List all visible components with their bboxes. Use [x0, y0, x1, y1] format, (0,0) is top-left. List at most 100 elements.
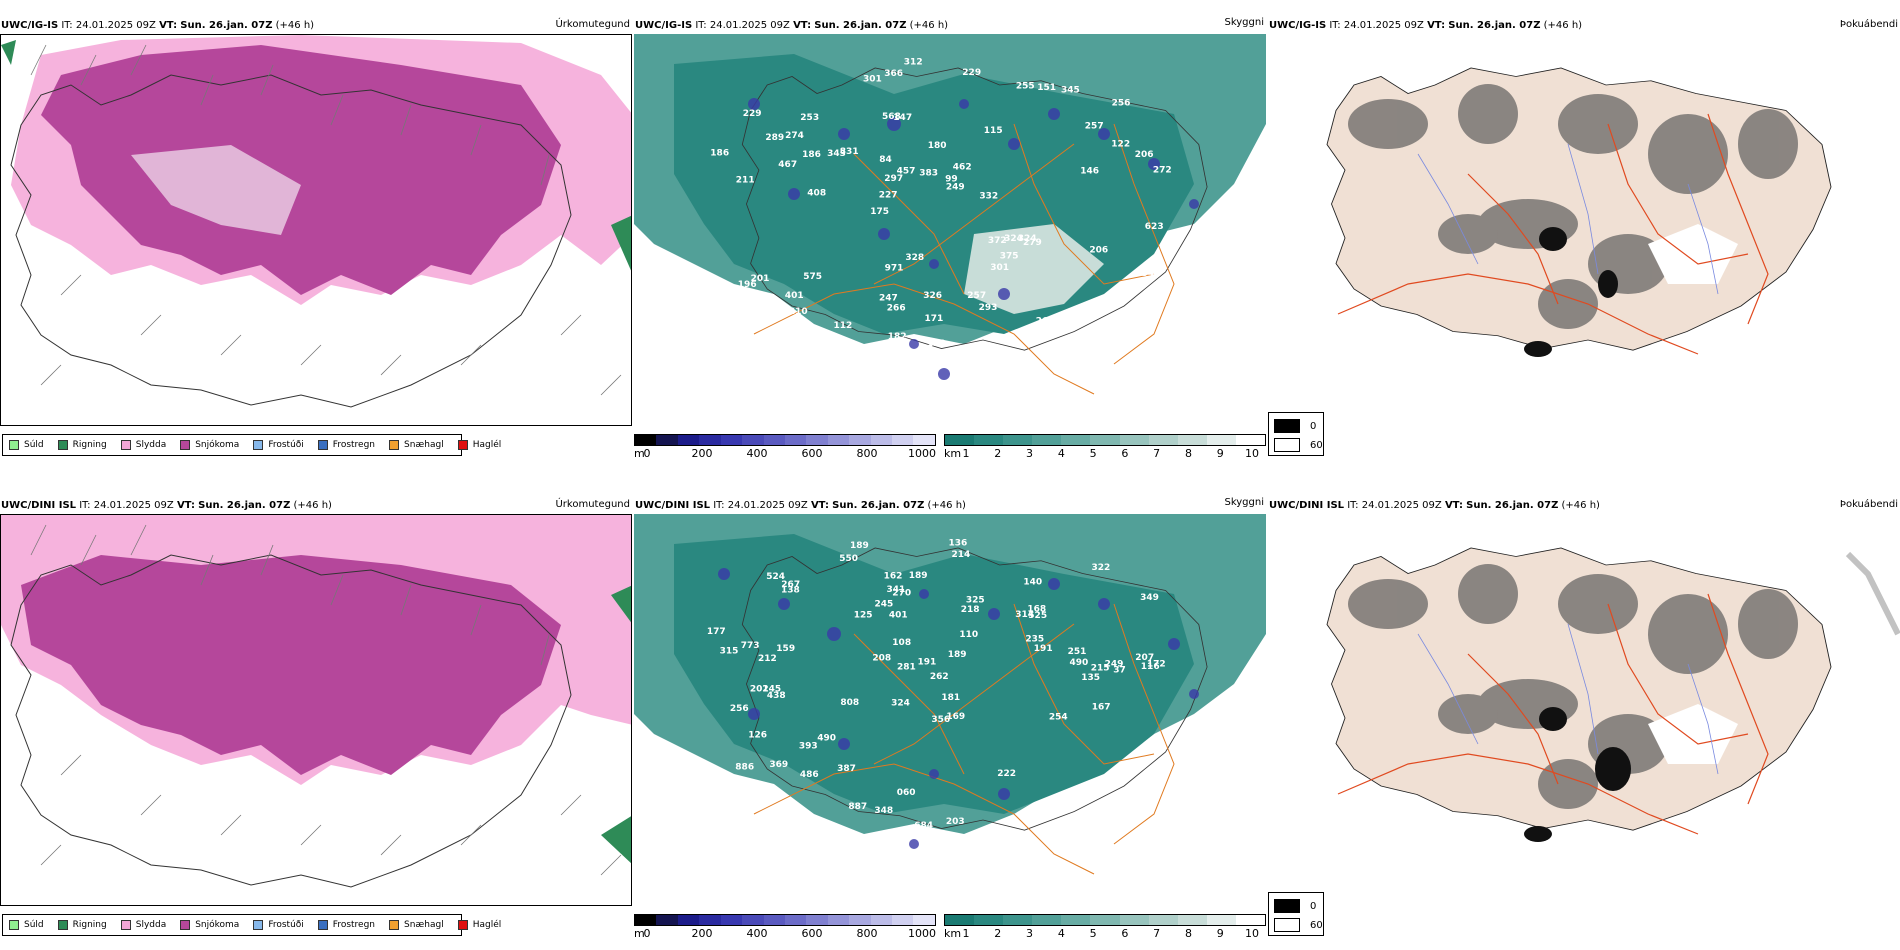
colorbar-tick-label: 2 — [994, 927, 1002, 940]
ceiling-value-label: 256 — [730, 704, 749, 714]
ceiling-value-label: 249 — [1105, 660, 1124, 670]
ceiling-value-label: 251 — [1068, 647, 1087, 657]
colorbar-tick-label: 0 — [643, 447, 651, 460]
ceiling-value-label: 279 — [1023, 238, 1042, 248]
map-fog-index — [1268, 34, 1900, 426]
colorbar-segment — [945, 435, 975, 445]
ceiling-value-label: 401 — [889, 610, 908, 620]
legend-item: Frostregn — [317, 920, 375, 930]
ceiling-value-label: 262 — [930, 672, 949, 682]
panel-title: UWC/DINI ISL IT: 24.01.2025 09Z VT: Sun.… — [1269, 500, 1600, 511]
ceiling-value-label: 171 — [925, 314, 944, 324]
fog-legend-item: 0 — [1274, 419, 1316, 433]
colorbar-tick-label: 1 — [962, 447, 970, 460]
colorbar-segment — [1235, 915, 1266, 925]
ceiling-value-label: 167 — [1092, 703, 1111, 713]
legend-item: Frostúði — [253, 920, 304, 930]
legend-item: Rigning — [57, 440, 107, 450]
colorbar-segment — [1148, 435, 1178, 445]
ceiling-value-label: 110 — [959, 630, 978, 640]
legend-swatch — [1274, 899, 1300, 913]
ceiling-value-label: 191 — [918, 658, 937, 668]
legend-swatch — [9, 920, 19, 930]
ceiling-value-label: 270 — [892, 588, 911, 598]
legend-item: Haglél — [457, 920, 501, 930]
ceiling-value-label: 211 — [736, 175, 755, 185]
colorbar-tick-label: 1000 — [908, 927, 936, 940]
colorbar-segment — [656, 435, 678, 445]
legend-item: Snæhagl — [389, 920, 444, 930]
ceiling-colorbar-labels: m 0 200 400 600 800 1000 — [634, 927, 936, 940]
colorbar-tick-label: 5 — [1089, 447, 1097, 460]
colorbar-tick-label: 7 — [1153, 927, 1161, 940]
legend-item: Frostregn — [317, 440, 375, 450]
ceiling-value-label: 37 — [1113, 665, 1126, 675]
ceiling-value-label: 108 — [892, 638, 911, 648]
colorbar-segment — [806, 435, 828, 445]
colorbar-tick-label: 8 — [1184, 927, 1192, 940]
colorbar-segment — [870, 915, 893, 925]
ceiling-value-label: 189 — [948, 650, 967, 660]
panel-title: UWC/IG-IS IT: 24.01.2025 09Z VT: Sun. 26… — [1269, 20, 1583, 31]
ceiling-value-label: 159 — [776, 644, 795, 654]
colorbar-segment — [720, 915, 743, 925]
legend-swatch — [389, 920, 400, 930]
map-precip-type — [0, 34, 632, 426]
colorbar-tick-label: 3 — [1026, 447, 1034, 460]
colorbar-tick-label: 200 — [691, 927, 713, 940]
colorbar-segment — [974, 435, 1004, 445]
colorbar-segment — [1119, 915, 1149, 925]
ceiling-value-label: 393 — [799, 742, 818, 752]
visibility-colorbar — [944, 434, 1266, 446]
ceiling-value-label: 524 — [766, 572, 785, 582]
colorbar-segment — [1119, 435, 1149, 445]
ceiling-value-label: 266 — [887, 304, 906, 314]
ceiling-value-label: 369 — [769, 760, 788, 770]
colorbar-tick-label: 800 — [856, 927, 878, 940]
ceiling-value-label: 383 — [919, 169, 938, 179]
ceiling-value-label: 256 — [1112, 99, 1131, 109]
ceiling-value-label: 281 — [897, 663, 916, 673]
colorbar-tick-label: 5 — [1089, 927, 1097, 940]
ceiling-value-label: 136 — [949, 539, 968, 549]
ceiling-value-label: 260 — [1036, 316, 1055, 326]
ceiling-value-label: 490 — [817, 734, 836, 744]
ceiling-value-label: 267 — [781, 580, 800, 590]
panel-title: UWC/DINI ISL IT: 24.01.2025 09Z VT: Sun.… — [1, 500, 332, 511]
ceiling-value-label: 182 — [888, 332, 907, 342]
legend-item: Slydda — [120, 920, 166, 930]
ceiling-value-label: 140 — [1023, 578, 1042, 588]
colorbar-tick-label: 200 — [691, 447, 713, 460]
colorbar-unit: m — [634, 927, 645, 940]
ceiling-value-label: 289 — [765, 133, 784, 143]
legend-swatch — [120, 920, 131, 930]
colorbar-tick-label: 10 — [1245, 927, 1259, 940]
colorbar-segment — [1090, 435, 1120, 445]
colorbar-segment — [827, 915, 850, 925]
ceiling-value-label: 201 — [751, 274, 770, 284]
ceiling-value-label: 322 — [1092, 563, 1111, 573]
colorbar-tick-label: 4 — [1057, 927, 1065, 940]
legend-swatch — [317, 440, 328, 450]
ceiling-value-label: 257 — [967, 291, 986, 301]
ceiling-value-label: 189 — [909, 571, 928, 581]
colorbar-segment — [945, 915, 975, 925]
ceiling-value-label: 222 — [997, 769, 1016, 779]
map-precip-type — [0, 514, 632, 906]
colorbar-tick-label: 600 — [801, 927, 823, 940]
ceiling-value-label: 255 — [1016, 82, 1035, 92]
legend-swatch — [1274, 438, 1300, 452]
colorbar-segment — [849, 915, 871, 925]
ceiling-value-label: 253 — [800, 113, 819, 123]
colorbar-unit: km — [944, 927, 962, 940]
colorbar-segment — [784, 435, 807, 445]
colorbar-tick-label: 600 — [801, 447, 823, 460]
colorbar-segment — [1061, 435, 1091, 445]
colorbar-tick-label: 6 — [1121, 447, 1129, 460]
colorbar-unit: m — [634, 447, 645, 460]
legend-swatch — [120, 440, 131, 450]
colorbar-tick-label: 2 — [994, 447, 1002, 460]
ceiling-value-label: 474 — [1073, 790, 1092, 800]
ceiling-value-label: 84 — [879, 155, 892, 165]
fog-legend-item: 0 — [1274, 899, 1316, 913]
